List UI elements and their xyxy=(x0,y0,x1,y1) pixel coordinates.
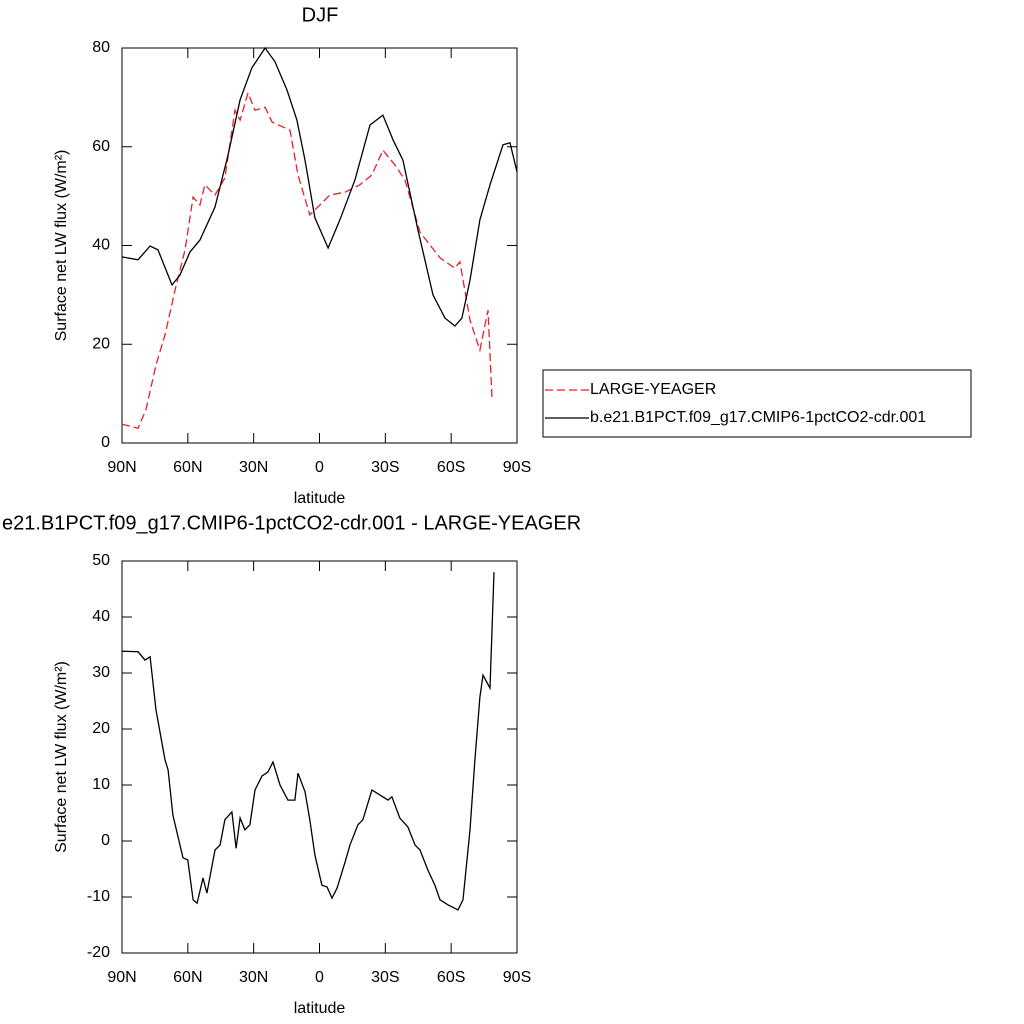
y-tick-label: 80 xyxy=(92,39,110,56)
x-axis-label: latitude xyxy=(294,490,346,507)
y-tick-label: 10 xyxy=(92,776,110,793)
y-tick-label: 50 xyxy=(92,552,110,569)
x-tick-label: 0 xyxy=(315,459,324,476)
y-tick-label: 20 xyxy=(92,335,110,352)
y-axis-label: Surface net LW flux (W/m²) xyxy=(53,661,70,853)
x-tick-label: 90S xyxy=(503,459,531,476)
x-tick-label: 30S xyxy=(371,969,399,986)
x-tick-label: 30S xyxy=(371,459,399,476)
data-line xyxy=(121,46,518,327)
y-tick-label: -10 xyxy=(87,888,110,905)
x-tick-label: 0 xyxy=(315,969,324,986)
x-tick-label: 60S xyxy=(437,969,465,986)
x-axis-label: latitude xyxy=(294,1000,346,1017)
x-tick-label: 90N xyxy=(107,969,136,986)
x-tick-label: 60N xyxy=(173,969,202,986)
x-tick-label: 60N xyxy=(173,459,202,476)
y-tick-label: 40 xyxy=(92,608,110,625)
y-tick-label: 30 xyxy=(92,664,110,681)
x-tick-label: 90S xyxy=(503,969,531,986)
data-line xyxy=(121,572,495,911)
x-tick-label: 30N xyxy=(239,459,268,476)
x-tick-label: 60S xyxy=(437,459,465,476)
plot-frame xyxy=(121,560,518,954)
legend-label: LARGE-YEAGER xyxy=(590,381,716,398)
x-tick-label: 90N xyxy=(107,459,136,476)
chart-title: e21.B1PCT.f09_g17.CMIP6-1pctCO2-cdr.001 … xyxy=(2,512,581,534)
y-axis-label: Surface net LW flux (W/m²) xyxy=(53,150,70,342)
x-tick-label: 30N xyxy=(239,969,268,986)
data-line xyxy=(121,90,493,429)
y-tick-label: 40 xyxy=(92,237,110,254)
legend-box xyxy=(542,369,972,438)
chart-title: DJF xyxy=(302,4,339,26)
plot-frame xyxy=(121,47,518,444)
y-tick-label: 0 xyxy=(101,832,110,849)
legend-label: b.e21.B1PCT.f09_g17.CMIP6-1pctCO2-cdr.00… xyxy=(590,409,926,426)
y-tick-label: -20 xyxy=(87,944,110,961)
y-tick-label: 20 xyxy=(92,720,110,737)
y-tick-label: 0 xyxy=(101,434,110,451)
y-tick-label: 60 xyxy=(92,138,110,155)
